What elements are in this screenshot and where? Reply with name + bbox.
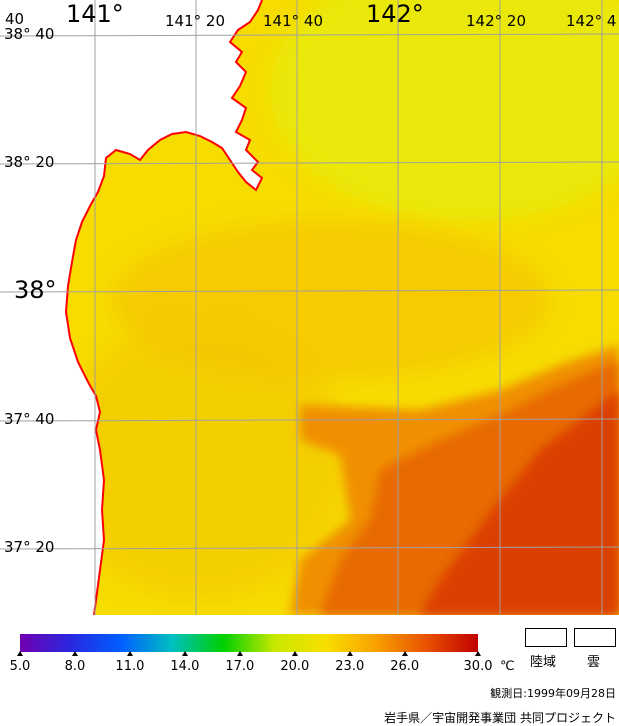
tick-mark <box>236 651 243 656</box>
tick-label: 14.0 <box>170 659 200 674</box>
warm-current-core <box>420 390 619 615</box>
tick-label: 23.0 <box>335 659 365 674</box>
sst-map: 141° 141° 20 141° 40 142° 142° 20 142° 4… <box>0 0 619 615</box>
graticule <box>0 0 619 615</box>
tick-mark <box>17 651 23 656</box>
parallel-38 <box>0 289 619 293</box>
parallel-38-40 <box>0 33 619 37</box>
tick-mark <box>71 651 78 656</box>
lat-label-38: 38° <box>14 276 57 304</box>
lat-label-37-40: 37° 40 <box>4 410 55 428</box>
cool-water-region <box>270 0 619 220</box>
land-key-swatch <box>525 628 567 647</box>
tick-label: 8.0 <box>64 659 86 674</box>
lon-label-141: 141° <box>66 0 124 28</box>
credit-line: 岩手県／宇宙開発事業団 共同プロジェクト <box>384 711 616 725</box>
tick-label: 17.0 <box>225 659 255 674</box>
lon-label-141-40: 141° 40 <box>263 12 323 30</box>
tick-mark <box>291 651 298 656</box>
parallel-38-20 <box>0 161 619 165</box>
corner-label: 40 <box>5 10 25 28</box>
observation-date: 観測日:1999年09月28日 <box>490 687 616 700</box>
tick-label: 20.0 <box>280 659 310 674</box>
land-key-label: 陸域 <box>530 655 557 670</box>
tick-label: 26.0 <box>390 659 420 674</box>
tick-mark <box>475 651 481 656</box>
sst-map-canvas <box>0 0 619 615</box>
legend: 5.0 8.0 11.0 14.0 17.0 20.0 23.0 26.0 30.0 ℃ 陸域 … <box>0 615 619 725</box>
unit-label: ℃ <box>500 659 515 674</box>
lat-label-38-40: 38° 40 <box>4 25 55 43</box>
color-scale-bar <box>20 634 478 652</box>
cloud-key-label: 雲 <box>587 655 601 670</box>
coastline <box>64 0 264 615</box>
lon-label-141-20: 141° 20 <box>165 12 225 30</box>
tick-label: 5.0 <box>9 659 31 674</box>
tick-mark <box>346 651 353 656</box>
lon-label-142-20: 142° 20 <box>466 12 526 30</box>
lon-label-142-40: 142° 4 <box>566 12 617 30</box>
parallel-37-20 <box>0 546 619 550</box>
land-area <box>0 0 262 615</box>
tick-mark <box>181 651 188 656</box>
tick-mark <box>126 651 133 656</box>
parallel-37-40 <box>0 418 619 422</box>
tick-label: 11.0 <box>115 659 145 674</box>
tick-label: 30.0 <box>463 659 493 674</box>
lat-label-38-20: 38° 20 <box>4 153 55 171</box>
tick-mark <box>401 651 408 656</box>
coastal-warm-region <box>50 320 350 600</box>
lon-label-142: 142° <box>366 0 424 28</box>
cloud-key-swatch <box>574 628 616 647</box>
lat-label-37-20: 37° 20 <box>4 538 55 556</box>
